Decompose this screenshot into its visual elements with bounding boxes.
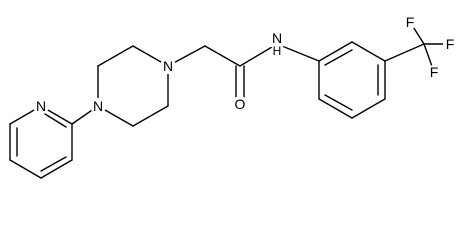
- atom-label: N: [272, 30, 282, 46]
- bond: [204, 45, 241, 67]
- label-mask: [33, 98, 49, 114]
- bond: [40, 159, 73, 179]
- bond: [44, 113, 67, 128]
- label-mask: [427, 65, 441, 79]
- bond: [276, 43, 320, 62]
- bond: [9, 159, 42, 179]
- label-mask: [443, 37, 457, 51]
- atom-label: F: [406, 14, 415, 30]
- atom-label: F: [446, 36, 455, 52]
- bond: [97, 45, 134, 67]
- bond: [324, 49, 353, 66]
- bond: [40, 156, 67, 172]
- label-mask: [268, 31, 286, 49]
- atom-labels: N N N O N H F F F: [33, 14, 457, 114]
- bond: [318, 41, 353, 62]
- bond: [384, 43, 425, 62]
- bond: [351, 98, 386, 119]
- bond: [132, 105, 169, 127]
- atom-label: N: [36, 98, 46, 114]
- atom-label: F: [430, 64, 439, 80]
- label-mask: [160, 58, 176, 74]
- atom-label: H: [273, 44, 282, 58]
- bond: [351, 41, 386, 62]
- atom-label: O: [235, 96, 246, 112]
- bond: [324, 94, 353, 111]
- page: {"atoms": [ {"label": "N"}, {"label": "N…: [9, 14, 457, 179]
- label-mask: [403, 15, 417, 29]
- bonds: [9, 21, 451, 179]
- bond: [239, 43, 278, 67]
- label-mask: [232, 96, 248, 112]
- bond: [318, 98, 353, 119]
- structure-diagram: N N N O N H F F F: [9, 14, 457, 179]
- atom-label: N: [163, 58, 173, 74]
- label-mask: [90, 98, 106, 114]
- atom-label: N: [93, 98, 103, 114]
